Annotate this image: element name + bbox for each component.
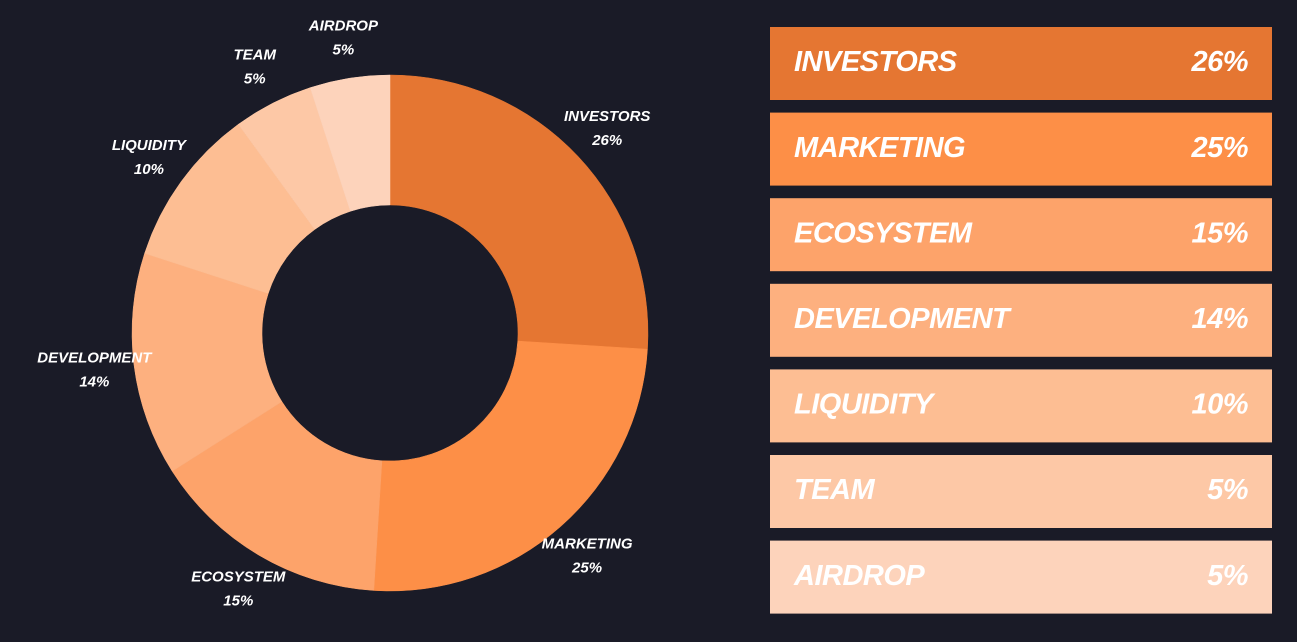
legend-row [770, 283, 1272, 357]
slice-value-label: 5% [244, 70, 266, 87]
legend-value: 5% [1207, 560, 1248, 592]
slice-category-label: AIRDROP [308, 18, 379, 35]
legend-category: ECOSYSTEM [794, 217, 973, 249]
legend-row [770, 455, 1272, 528]
donut-slice [131, 252, 283, 472]
slice-category-label: INVESTORS [564, 108, 650, 125]
legend-row [770, 540, 1272, 614]
legend-value: 26% [1190, 46, 1248, 78]
legend-row [770, 112, 1272, 186]
legend-category: TEAM [794, 474, 876, 506]
legend-value: 25% [1190, 132, 1248, 164]
slice-value-label: 14% [79, 373, 109, 390]
donut-slice [373, 340, 648, 592]
slice-category-label: LIQUIDITY [112, 137, 188, 154]
donut-slice [389, 74, 649, 350]
slice-value-label: 15% [223, 592, 253, 609]
legend-value: 5% [1207, 474, 1248, 506]
legend-value: 10% [1191, 389, 1248, 421]
slice-value-label: 26% [591, 132, 622, 149]
slice-value-label: 25% [571, 560, 602, 577]
legend-category: LIQUIDITY [794, 389, 936, 421]
donut-slice [309, 74, 391, 212]
legend-category: DEVELOPMENT [794, 303, 1012, 335]
legend-row [770, 369, 1272, 443]
legend-category: AIRDROP [793, 560, 925, 592]
slice-value-label: 10% [134, 161, 164, 178]
legend-row [770, 198, 1272, 272]
legend-category: INVESTORS [794, 46, 958, 78]
slice-value-label: 5% [333, 42, 355, 59]
slice-category-label: ECOSYSTEM [191, 568, 286, 585]
donut-slice [171, 401, 383, 591]
legend-value: 15% [1191, 217, 1248, 249]
legend-row [770, 27, 1272, 100]
slice-category-label: TEAM [233, 46, 276, 63]
slice-category-label: DEVELOPMENT [37, 349, 153, 366]
slice-category-label: MARKETING [542, 536, 633, 553]
legend-value: 14% [1191, 303, 1248, 335]
legend-category: MARKETING [794, 132, 965, 164]
